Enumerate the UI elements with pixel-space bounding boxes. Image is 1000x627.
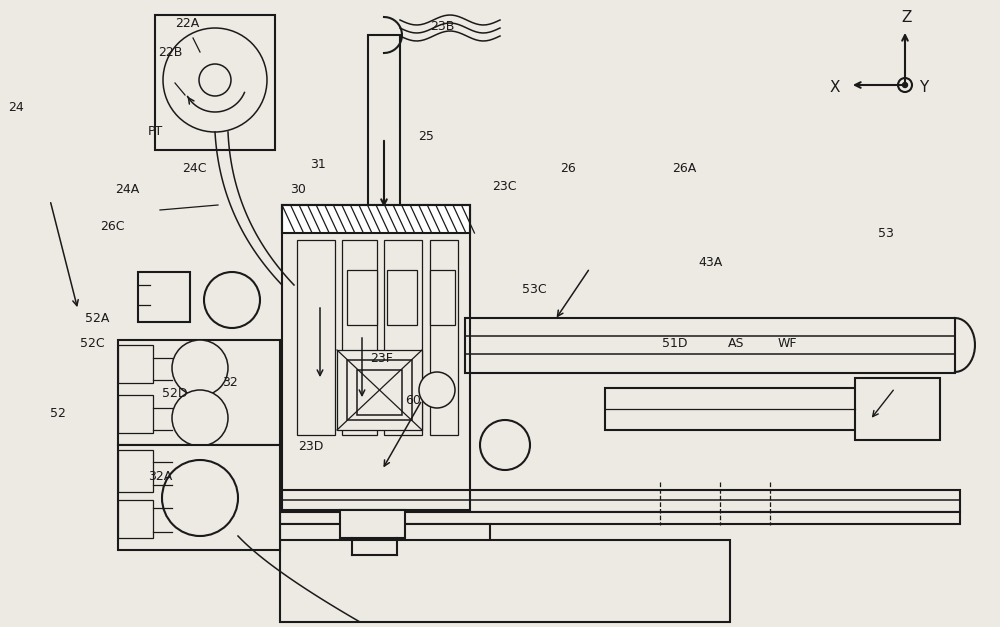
- Bar: [155, 15, 275, 150]
- Bar: [347, 270, 377, 325]
- Text: 52: 52: [50, 408, 66, 420]
- Bar: [280, 490, 960, 512]
- Text: 43A: 43A: [698, 256, 722, 268]
- Bar: [118, 340, 280, 445]
- Bar: [340, 510, 405, 538]
- Text: 52C: 52C: [80, 337, 105, 350]
- Text: 32A: 32A: [148, 470, 172, 483]
- Bar: [280, 524, 490, 542]
- Bar: [342, 240, 377, 435]
- Text: 23F: 23F: [370, 352, 393, 365]
- Text: 26: 26: [560, 162, 576, 174]
- Bar: [465, 318, 955, 373]
- Text: Y: Y: [919, 80, 928, 95]
- Circle shape: [199, 64, 231, 96]
- Bar: [337, 350, 422, 430]
- Bar: [118, 500, 153, 538]
- Text: X: X: [830, 80, 840, 95]
- Bar: [297, 240, 335, 435]
- Bar: [282, 205, 470, 510]
- Bar: [118, 450, 153, 492]
- Bar: [118, 445, 280, 550]
- Bar: [347, 360, 412, 420]
- Bar: [384, 240, 422, 435]
- Text: 24A: 24A: [115, 183, 139, 196]
- Bar: [357, 370, 402, 415]
- Circle shape: [419, 372, 455, 408]
- Text: 26C: 26C: [100, 221, 124, 233]
- Text: 24C: 24C: [182, 162, 207, 174]
- Bar: [118, 395, 153, 433]
- Text: 51D: 51D: [662, 337, 688, 350]
- Circle shape: [172, 390, 228, 446]
- Text: 53: 53: [878, 227, 894, 240]
- Text: 25: 25: [418, 130, 434, 143]
- Circle shape: [163, 28, 267, 132]
- Text: Z: Z: [902, 9, 912, 24]
- Text: 53C: 53C: [522, 283, 547, 296]
- Bar: [280, 512, 960, 524]
- Text: AS: AS: [728, 337, 744, 350]
- Circle shape: [162, 460, 238, 536]
- Circle shape: [480, 420, 530, 470]
- Text: 24: 24: [8, 102, 24, 114]
- Bar: [430, 240, 458, 435]
- Bar: [138, 272, 190, 322]
- Bar: [605, 388, 865, 430]
- Text: 22A: 22A: [175, 18, 199, 30]
- Text: 23C: 23C: [492, 181, 516, 193]
- Text: 32: 32: [222, 376, 238, 389]
- Text: WF: WF: [778, 337, 798, 350]
- Text: 26A: 26A: [672, 162, 696, 174]
- Bar: [282, 205, 470, 233]
- Text: 23B: 23B: [430, 20, 454, 33]
- Text: 30: 30: [290, 183, 306, 196]
- Text: 31: 31: [310, 158, 326, 171]
- Bar: [280, 540, 730, 622]
- Bar: [387, 270, 417, 325]
- Circle shape: [204, 272, 260, 328]
- Text: 52D: 52D: [162, 387, 188, 400]
- Text: 52A: 52A: [85, 312, 109, 325]
- Bar: [368, 35, 400, 210]
- Circle shape: [172, 340, 228, 396]
- Bar: [855, 378, 940, 440]
- Circle shape: [902, 83, 908, 88]
- Bar: [430, 270, 455, 325]
- Text: 23D: 23D: [298, 440, 323, 453]
- Text: 22B: 22B: [158, 46, 182, 58]
- Text: 60: 60: [405, 394, 421, 406]
- Bar: [118, 345, 153, 383]
- Text: PT: PT: [148, 125, 163, 138]
